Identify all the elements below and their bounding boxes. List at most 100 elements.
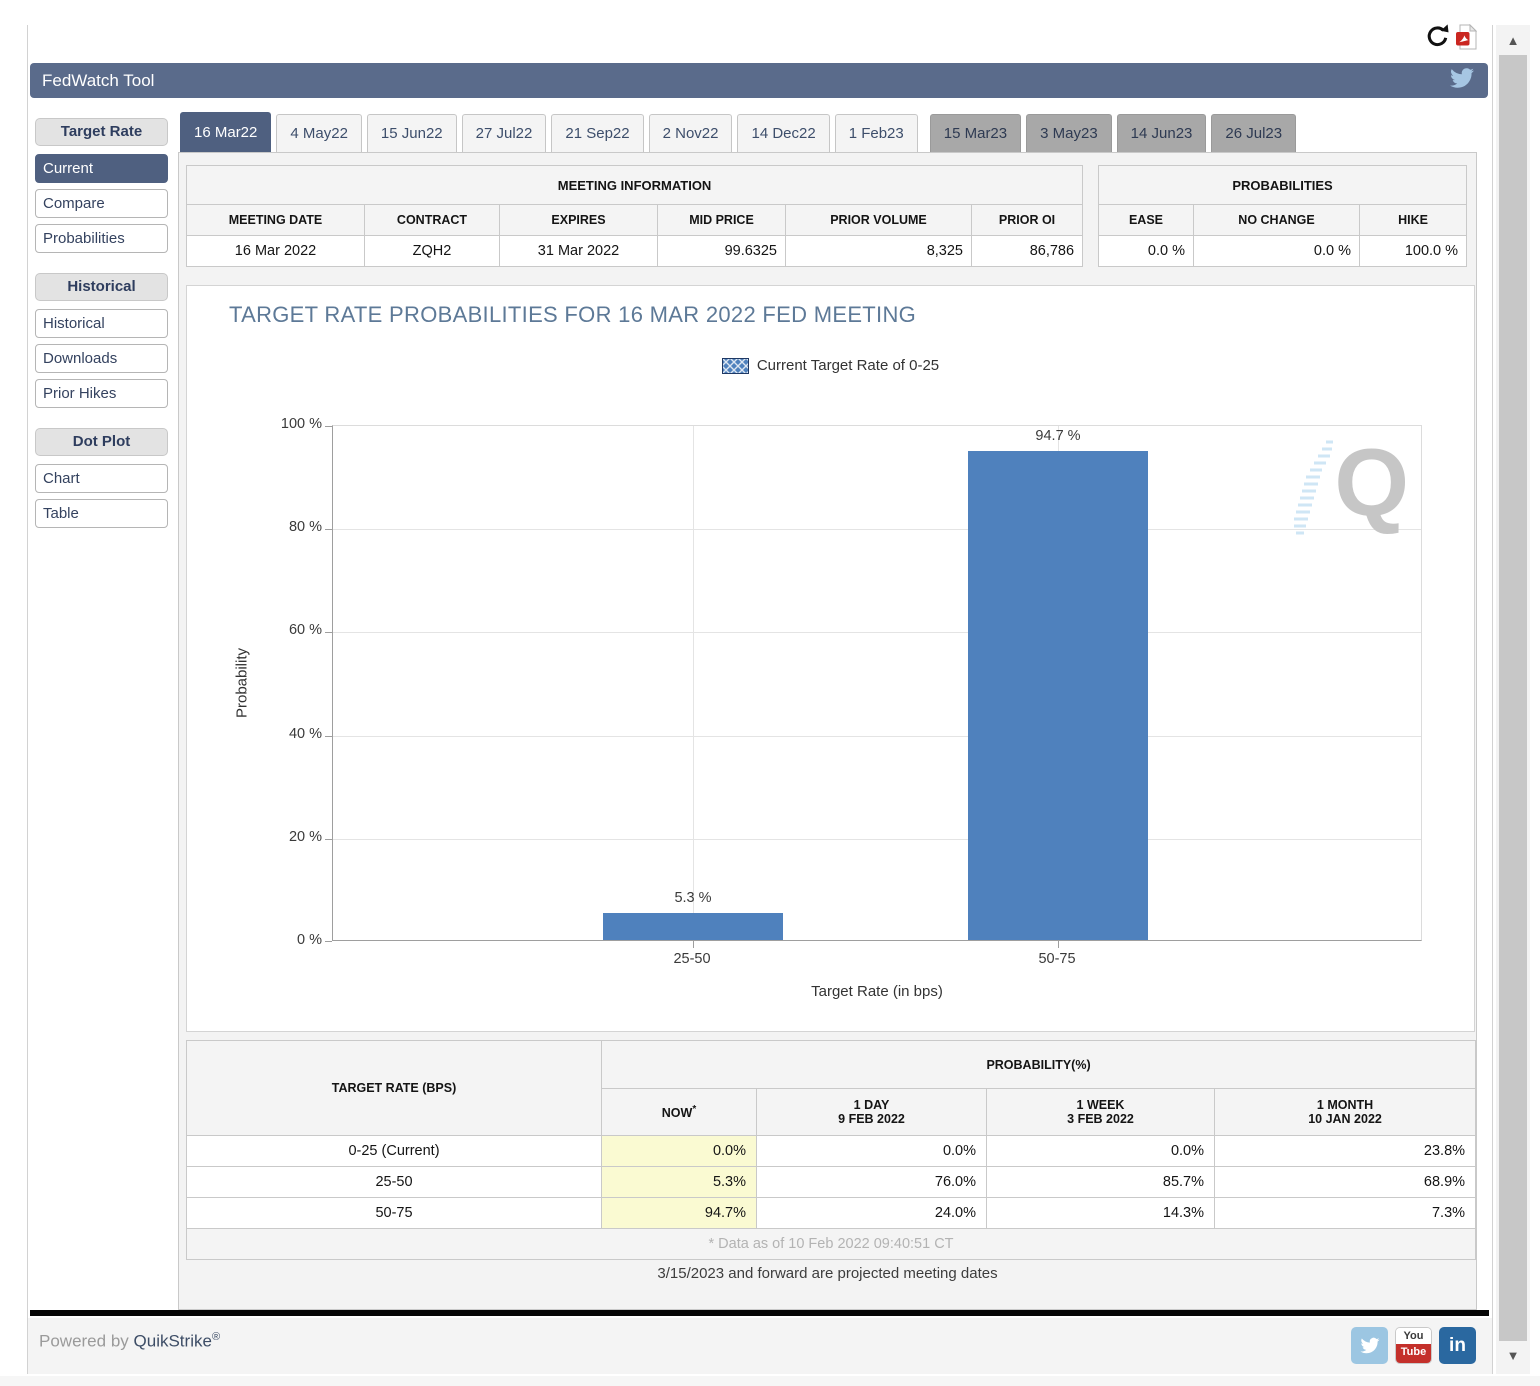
pdf-export-icon[interactable]	[1456, 23, 1478, 55]
sidebar-item-downloads[interactable]: Downloads	[35, 344, 168, 373]
rate-0-25: 0-25 (Current)	[186, 1135, 602, 1167]
hike-value: 100.0 %	[1358, 235, 1468, 267]
sidebar-item-table[interactable]: Table	[35, 499, 168, 528]
tab-1-feb23[interactable]: 1 Feb23	[834, 114, 918, 152]
y-tickmark	[325, 839, 332, 840]
x-axis-title: Target Rate (in bps)	[811, 983, 943, 1000]
col-ease: EASE	[1098, 204, 1194, 236]
week-0-25: 0.0%	[986, 1135, 1215, 1167]
scroll-up-icon[interactable]: ▲	[1506, 32, 1520, 48]
col-contract: CONTRACT	[364, 204, 500, 236]
scrollbar-thumb[interactable]	[1499, 55, 1527, 1341]
sidebar-item-prior-hikes[interactable]: Prior Hikes	[35, 379, 168, 408]
sidebar-item-historical[interactable]: Historical	[35, 309, 168, 338]
chart-legend: Current Target Rate of 0-25	[187, 357, 1474, 374]
tab-14-jun23[interactable]: 14 Jun23	[1116, 114, 1207, 152]
col-now: NOW*	[601, 1088, 757, 1136]
x-tickmark	[1058, 941, 1059, 948]
y-tick-40: 40 %	[288, 726, 322, 742]
target-rate-chart: TARGET RATE PROBABILITIES FOR 16 MAR 202…	[186, 285, 1475, 1032]
plot-area: Q 5.3 % 94.7 %	[325, 425, 1422, 948]
col-target-rate-bps: TARGET RATE (BPS)	[186, 1040, 602, 1136]
sidebar-nav: Target Rate Current Compare Probabilitie…	[35, 118, 168, 548]
youtube-you-text: You	[1396, 1328, 1431, 1344]
y-tickmark	[325, 426, 332, 427]
tab-27-jul22[interactable]: 27 Jul22	[461, 114, 547, 152]
bar-value-label-25-50: 5.3 %	[674, 889, 712, 906]
col-prior-volume: PRIOR VOLUME	[785, 204, 972, 236]
bar-50-75	[968, 451, 1148, 940]
y-tick-100: 100 %	[280, 416, 322, 432]
tab-14-dec22[interactable]: 14 Dec22	[737, 114, 830, 152]
one-month-date: 10 JAN 2022	[1308, 1112, 1382, 1126]
tab-15-mar23[interactable]: 15 Mar23	[929, 114, 1022, 152]
tab-16-mar22[interactable]: 16 Mar22	[180, 112, 272, 152]
probabilities-title: PROBABILITIES	[1097, 165, 1468, 205]
chart-title: TARGET RATE PROBABILITIES FOR 16 MAR 202…	[229, 302, 917, 327]
col-1-day: 1 DAY 9 FEB 2022	[756, 1088, 987, 1136]
tab-2-nov22[interactable]: 2 Nov22	[648, 114, 733, 152]
one-week-date: 3 FEB 2022	[1067, 1112, 1134, 1126]
col-1-month: 1 MONTH 10 JAN 2022	[1213, 1088, 1477, 1136]
table-row-50-75: 50-75 94.7% 24.0% 14.3% 7.3%	[186, 1197, 1477, 1229]
y-tick-20: 20 %	[288, 829, 322, 845]
sidebar-group-dot-plot: Dot Plot Chart Table	[35, 428, 168, 528]
tab-4-may22[interactable]: 4 May22	[276, 114, 362, 152]
y-tickmark	[325, 736, 332, 737]
gridline-cat1	[693, 426, 694, 940]
sidebar-item-compare[interactable]: Compare	[35, 189, 168, 218]
rate-probability-table: TARGET RATE (BPS) PROBABILITY(%) NOW* 1 …	[185, 1040, 1477, 1260]
vertical-scrollbar[interactable]: ▲ ▼	[1496, 25, 1530, 1374]
sidebar-item-probabilities[interactable]: Probabilities	[35, 224, 168, 253]
sidebar-header-historical: Historical	[35, 273, 168, 301]
meeting-date-value: 16 Mar 2022	[186, 235, 365, 267]
refresh-icon[interactable]	[1424, 22, 1451, 56]
col-no-change: NO CHANGE	[1193, 204, 1360, 236]
tab-3-may23[interactable]: 3 May23	[1026, 114, 1112, 152]
youtube-tube-text: Tube	[1396, 1344, 1431, 1363]
month-50-75: 7.3%	[1213, 1197, 1477, 1229]
week-50-75: 14.3%	[986, 1197, 1215, 1229]
twitter-icon[interactable]	[1351, 1327, 1388, 1364]
y-tickmark	[325, 529, 332, 530]
one-month-label: 1 MONTH	[1316, 1098, 1374, 1112]
one-day-label: 1 DAY	[853, 1098, 890, 1112]
day-25-50: 76.0%	[756, 1166, 987, 1198]
table-row-0-25: 0-25 (Current) 0.0% 0.0% 0.0% 23.8%	[186, 1135, 1477, 1167]
month-0-25: 23.8%	[1213, 1135, 1477, 1167]
meeting-info-row: 16 Mar 2022 ZQH2 31 Mar 2022 99.6325 8,3…	[186, 235, 1084, 267]
now-0-25: 0.0%	[601, 1135, 757, 1167]
youtube-icon[interactable]: You Tube	[1395, 1327, 1432, 1364]
tab-26-jul23[interactable]: 26 Jul23	[1211, 114, 1297, 152]
sidebar-item-chart[interactable]: Chart	[35, 464, 168, 493]
col-hike: HIKE	[1358, 204, 1468, 236]
one-week-label: 1 WEEK	[1076, 1098, 1125, 1112]
linkedin-icon[interactable]: in	[1439, 1327, 1476, 1364]
month-25-50: 68.9%	[1213, 1166, 1477, 1198]
sidebar-item-current[interactable]: Current	[35, 154, 168, 183]
bar-value-label-50-75: 94.7 %	[1035, 428, 1081, 445]
sidebar-group-historical: Historical Historical Downloads Prior Hi…	[35, 273, 168, 408]
y-axis-title: Probability	[233, 647, 251, 719]
tab-21-sep22[interactable]: 21 Sep22	[551, 114, 644, 152]
probabilities-row: 0.0 % 0.0 % 100.0 %	[1098, 235, 1468, 267]
footer-divider	[30, 1310, 1489, 1316]
rate-25-50: 25-50	[186, 1166, 602, 1198]
y-tickmark	[325, 941, 332, 942]
x-tick-50-75: 50-75	[1038, 951, 1076, 967]
scroll-down-icon[interactable]: ▼	[1506, 1347, 1520, 1363]
main-panel: MEETING INFORMATION MEETING DATE CONTRAC…	[178, 152, 1477, 1310]
day-0-25: 0.0%	[756, 1135, 987, 1167]
twitter-share-icon[interactable]	[1448, 66, 1476, 95]
prior-oi-value: 86,786	[970, 235, 1084, 267]
x-tick-25-50: 25-50	[673, 951, 711, 967]
projected-dates-note: 3/15/2023 and forward are projected meet…	[657, 1265, 998, 1282]
gridline-80	[333, 529, 1421, 530]
tab-15-jun22[interactable]: 15 Jun22	[366, 114, 457, 152]
now-50-75: 94.7%	[601, 1197, 757, 1229]
social-links: You Tube in	[1351, 1327, 1476, 1364]
col-expires: EXPIRES	[499, 204, 658, 236]
sidebar-group-target-rate: Target Rate Current Compare Probabilitie…	[35, 118, 168, 253]
meeting-date-tabs: 16 Mar22 4 May22 15 Jun22 27 Jul22 21 Se…	[180, 112, 1301, 152]
